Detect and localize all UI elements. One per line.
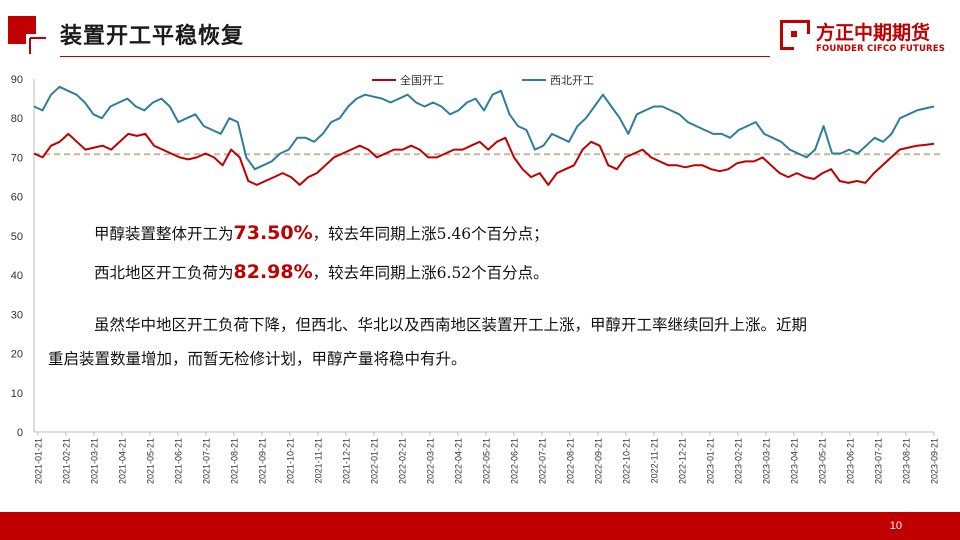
x-tick-label: 2022-10-21 (622, 438, 632, 484)
y-tick-label: 0 (17, 427, 23, 439)
y-tick-label: 40 (11, 270, 23, 282)
legend-label: 全国开工 (400, 73, 444, 87)
note-national-prefix: 甲醇装置整体开工为 (94, 225, 234, 243)
x-tick-label: 2021-02-21 (62, 438, 72, 484)
x-tick-label: 2021-09-21 (258, 438, 268, 484)
x-tick-label: 2021-10-21 (286, 438, 296, 484)
brand-name-cn: 方正中期期货 (816, 22, 931, 44)
note-national-suffix: ，较去年同期上涨5.46个百分点； (312, 225, 549, 243)
x-tick-label: 2021-05-21 (146, 438, 156, 484)
x-tick-label: 2023-09-21 (930, 438, 940, 484)
page-title: 装置开工平稳恢复 (60, 24, 245, 49)
x-tick-label: 2021-11-21 (314, 438, 324, 483)
x-tick-label: 2022-07-21 (538, 438, 548, 484)
x-tick-label: 2023-03-21 (762, 438, 772, 484)
x-tick-label: 2021-04-21 (118, 438, 128, 484)
note-national-rate: 甲醇装置整体开工为73.50%，较去年同期上涨5.46个百分点； (94, 222, 549, 244)
x-tick-label: 2022-04-21 (454, 438, 464, 484)
x-tick-label: 2022-02-21 (398, 438, 408, 484)
x-tick-label: 2021-03-21 (90, 438, 100, 484)
legend-label: 西北开工 (550, 74, 594, 87)
y-tick-label: 10 (11, 388, 23, 400)
y-tick-label: 50 (11, 231, 23, 243)
brand-name-en: FOUNDER CIFCO FUTURES (816, 44, 946, 54)
x-tick-label: 2022-12-21 (678, 438, 688, 484)
title-divider (60, 56, 770, 57)
y-tick-label: 70 (11, 152, 23, 164)
x-tick-label: 2021-07-21 (202, 438, 212, 484)
note-northwest-value: 82.98% (233, 261, 313, 283)
note-northwest-suffix: ，较去年同期上涨6.52个百分点。 (312, 264, 549, 282)
x-tick-label: 2022-06-21 (510, 438, 520, 484)
note-paragraph-line1: 虽然华中地区开工负荷下降，但西北、华北以及西南地区装置开工上涨，甲醇开工率继续回… (94, 316, 808, 334)
note-northwest-prefix: 西北地区开工负荷为 (94, 264, 234, 282)
y-tick-label: 30 (11, 309, 23, 321)
x-tick-label: 2023-06-21 (846, 438, 856, 484)
x-tick-label: 2022-05-21 (482, 438, 492, 484)
x-tick-label: 2023-02-21 (734, 438, 744, 484)
x-tick-label: 2023-04-21 (790, 438, 800, 484)
x-tick-label: 2022-03-21 (426, 438, 436, 484)
x-tick-label: 2021-12-21 (342, 438, 352, 484)
note-northwest-rate: 西北地区开工负荷为82.98%，较去年同期上涨6.52个百分点。 (94, 261, 549, 283)
y-tick-label: 80 (11, 113, 23, 125)
x-tick-label: 2023-08-21 (902, 438, 912, 484)
series-line-northwest (33, 85, 935, 171)
brand-logo: 方正中期期货 FOUNDER CIFCO FUTURES (780, 18, 950, 58)
series-line-national (33, 132, 935, 186)
y-tick-label: 90 (11, 74, 23, 86)
brand-mark-icon (780, 20, 810, 50)
x-tick-label: 2021-06-21 (174, 438, 184, 484)
x-tick-label: 2023-05-21 (818, 438, 828, 484)
x-tick-label: 2022-01-21 (370, 438, 380, 484)
x-tick-label: 2022-08-21 (566, 438, 576, 484)
x-tick-label: 2021-08-21 (230, 438, 240, 484)
title-logo-block (8, 16, 46, 54)
y-tick-label: 20 (11, 349, 23, 361)
note-national-value: 73.50% (233, 222, 313, 244)
x-tick-label: 2023-07-21 (874, 438, 884, 484)
operating-rate-chart: 0 10 20 30 40 50 60 70 80 90 全国开工 西北开工 2021-01-21 2… (11, 73, 944, 484)
page-number: 10 (889, 520, 902, 532)
y-tick-label: 60 (11, 192, 23, 204)
x-tick-label: 2021-01-21 (34, 438, 44, 484)
x-tick-label: 2022-09-21 (594, 438, 604, 484)
x-tick-label: 2023-01-21 (706, 438, 716, 484)
footer-bar (0, 512, 960, 540)
note-paragraph-line2: 重启装置数量增加，而暂无检修计划，甲醇产量将稳中有升。 (48, 350, 467, 368)
x-tick-label: 2022-11-21 (650, 438, 660, 483)
